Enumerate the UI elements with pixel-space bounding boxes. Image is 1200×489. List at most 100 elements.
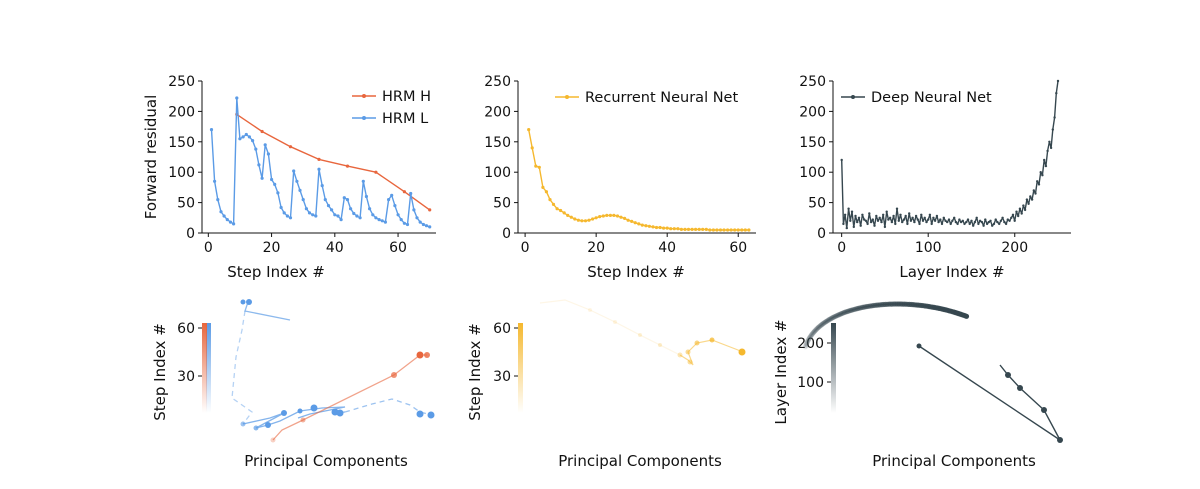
- recurrent-neural-net-point: [626, 218, 630, 222]
- rnn-point: [694, 340, 700, 346]
- deep-neural-net-point: [1046, 149, 1049, 153]
- dnn-point: [822, 319, 828, 325]
- deep-neural-net-point: [916, 218, 919, 221]
- dnn-point: [825, 317, 832, 323]
- dnn-residual-x-tick-label: 0: [837, 240, 846, 256]
- hrm-l-point: [213, 179, 217, 183]
- hrm-l-point: [390, 193, 394, 197]
- deep-neural-net-point: [937, 220, 940, 224]
- hrm-l-point: [412, 208, 416, 212]
- hrm-l-point: [266, 152, 270, 156]
- hrm-l-point: [364, 194, 368, 199]
- deep-neural-net-point: [861, 213, 864, 216]
- hrm-l-point: [263, 143, 267, 147]
- recurrent-neural-net-point: [704, 227, 708, 231]
- hrm-residual-axes: 0 50 100 150 200 250 0 20 40 60: [168, 74, 436, 256]
- hrm-residual-ylabel: Forward residual: [142, 95, 160, 220]
- hrm-l-point: [240, 421, 246, 427]
- hrm-l-trajectory: [231, 301, 433, 429]
- dnn-residual-x-tick-label: 200: [1001, 240, 1028, 256]
- hrm-l-point: [336, 214, 340, 218]
- deep-neural-net-point: [977, 222, 980, 226]
- hrm-h-point: [317, 157, 321, 161]
- deep-neural-net-point: [982, 224, 985, 227]
- hrm-l-point: [333, 213, 337, 217]
- dnn-point: [842, 309, 848, 315]
- hrm-l-legend-marker: [362, 116, 366, 120]
- deep-neural-net-point: [904, 214, 907, 218]
- hrm-l-point: [307, 211, 312, 215]
- deep-neural-net-point: [1053, 116, 1056, 119]
- hrm-residual-y-tick-label: 200: [168, 104, 195, 120]
- recurrent-neural-net-point: [559, 208, 563, 213]
- dnn-point: [814, 326, 820, 332]
- deep-neural-net-point: [856, 220, 859, 224]
- rnn-point: [687, 359, 693, 365]
- deep-neural-net-point: [876, 219, 880, 222]
- deep-neural-net-point: [1055, 92, 1058, 95]
- deep-neural-net-point: [1029, 195, 1032, 198]
- deep-neural-net-point: [921, 219, 925, 222]
- deep-neural-net-point: [942, 216, 945, 219]
- hrm-l-line: [210, 97, 430, 228]
- dnn-point: [813, 327, 819, 333]
- dnn-point: [811, 328, 818, 335]
- recurrent-neural-net-point: [608, 213, 613, 217]
- recurrent-neural-net-point: [679, 227, 684, 231]
- rnn-residual-y-tick-label: 150: [484, 135, 511, 151]
- hrm-l-point: [380, 219, 384, 223]
- hrm-l-point: [355, 214, 359, 218]
- deep-neural-net-point: [890, 220, 894, 224]
- hrm-l-point: [409, 191, 413, 196]
- deep-neural-net-point: [947, 218, 951, 221]
- hrm-l-point: [241, 135, 245, 139]
- deep-neural-net-point: [925, 220, 928, 224]
- deep-neural-net-point: [847, 207, 850, 210]
- recurrent-neural-net-point: [701, 227, 705, 231]
- deep-neural-net-point: [843, 213, 847, 216]
- colorbar-tick-label: 100: [797, 375, 824, 391]
- dnn-point: [826, 316, 833, 322]
- hrm-l-point: [428, 225, 432, 229]
- hrm-l-point: [254, 147, 258, 151]
- rnn-residual-x-tick-label: 0: [521, 240, 530, 256]
- dnn-path-segment: [839, 313, 841, 316]
- deep-neural-net-legend-marker: [851, 95, 855, 99]
- hrm-l-point: [416, 410, 424, 418]
- recurrent-neural-net-point: [736, 228, 740, 232]
- hrm-l-point: [323, 198, 327, 202]
- hrm-pca-chart: 60 30 Step Index # Principal Components: [151, 299, 435, 470]
- hrm-l-point: [361, 179, 365, 183]
- dnn-residual-y-tick-label: 200: [799, 104, 826, 120]
- dnn-path-segment: [807, 339, 809, 342]
- deep-neural-net-point: [1032, 189, 1036, 192]
- deep-neural-net-point: [901, 220, 904, 224]
- dnn-point: [916, 343, 922, 349]
- dnn-pca-xlabel: Principal Components: [872, 452, 1036, 470]
- dnn-path-segment: [831, 316, 834, 319]
- rnn-residual-y-tick-label: 250: [484, 74, 511, 90]
- hrm-h-colorbar: [202, 323, 207, 413]
- deep-neural-net-point: [989, 219, 992, 222]
- dnn-point: [806, 335, 812, 342]
- deep-neural-net-point: [1010, 216, 1013, 219]
- hrm-l-point: [240, 299, 246, 305]
- deep-neural-net-point: [878, 216, 881, 219]
- hrm-l-point: [281, 410, 287, 416]
- hrm-h-point: [428, 208, 432, 212]
- hrm-l-point: [371, 213, 375, 217]
- deep-neural-net-point: [991, 224, 994, 227]
- hrm-l-point: [251, 139, 255, 143]
- rnn-residual-y-tick-label: 50: [493, 196, 511, 212]
- deep-neural-net-point: [987, 220, 990, 224]
- dnn-point: [803, 342, 809, 348]
- dnn-point: [804, 339, 810, 345]
- dnn-path-segment: [847, 310, 850, 313]
- hrm-l-point: [301, 198, 305, 202]
- dnn-path-segment: [813, 330, 816, 332]
- hrm-h-path: [272, 354, 427, 441]
- deep-neural-net-point: [1051, 128, 1055, 131]
- dnn-point: [819, 321, 825, 327]
- deep-neural-net-point: [933, 219, 937, 222]
- colorbar-tick-label: 200: [797, 336, 824, 352]
